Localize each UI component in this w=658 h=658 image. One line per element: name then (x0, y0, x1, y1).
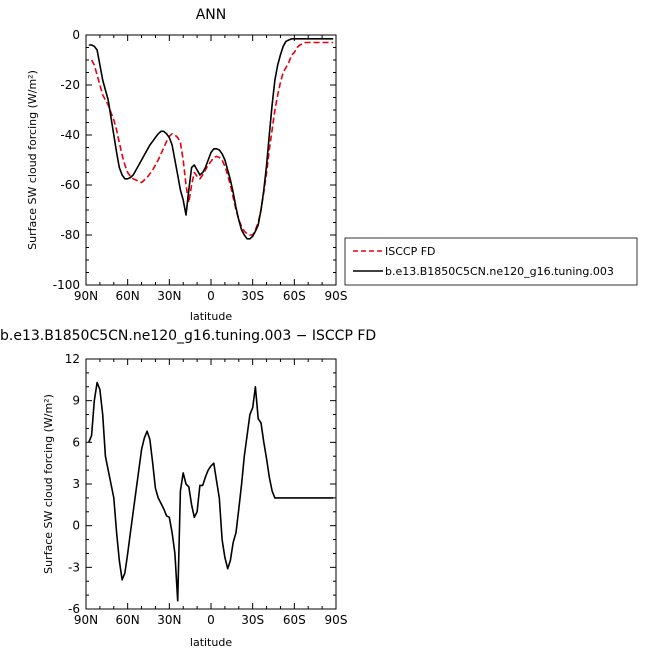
series-line-0-1 (88, 38, 334, 240)
bottom-panel-title: b.e13.B1850C5CN.ne120_g16.tuning.003 − I… (0, 328, 376, 344)
top-ylabel: Surface SW cloud forcing (W/m²) (26, 70, 39, 250)
y-tick-label: -20 (60, 78, 80, 92)
x-tick-label: 0 (207, 613, 215, 627)
bottom-ylabel: Surface SW cloud forcing (W/m²) (42, 394, 55, 574)
x-tick-label: 90N (74, 613, 98, 627)
x-tick-label: 30N (157, 613, 181, 627)
x-tick-label: 60N (116, 613, 140, 627)
y-tick-label: 0 (72, 519, 80, 533)
y-tick-label: -80 (60, 228, 80, 242)
bottom-xlabel: latitude (190, 636, 232, 649)
top-panel: ANN 90N 60N 30N 0 30S 60S 90S 0 -20 -40 -60 -80 -100… (26, 7, 347, 323)
legend-label-isccp: ISCCP FD (385, 245, 436, 258)
x-tick-label: 30N (157, 289, 181, 303)
x-tick-label: 90N (74, 289, 98, 303)
x-tick-label: 90S (325, 613, 348, 627)
legend-box (344, 237, 638, 286)
legend: ISCCP FD b.e13.B1850C5CN.ne120_g16.tunin… (344, 237, 638, 286)
x-tick-label: 0 (207, 289, 215, 303)
x-tick-label: 60N (116, 289, 140, 303)
y-tick-label: -3 (68, 560, 80, 574)
x-tick-label: 90S (325, 289, 348, 303)
x-tick-label: 60S (283, 289, 306, 303)
y-tick-label: -6 (68, 602, 80, 616)
y-tick-label: -40 (60, 128, 80, 142)
y-tick-label: 0 (72, 28, 80, 42)
bottom-series-lines (88, 381, 334, 602)
y-tick-label: 3 (72, 477, 80, 491)
y-tick-label: -100 (53, 278, 80, 292)
y-tick-label: 6 (72, 435, 80, 449)
top-xlabel: latitude (190, 310, 232, 323)
bottom-panel: b.e13.B1850C5CN.ne120_g16.tuning.003 − I… (0, 328, 376, 649)
bottom-axis-ticks: 90N 60N 30N 0 30S 60S 90S 12 9 6 3 0 -3 -6 (65, 352, 348, 627)
top-series-lines (88, 38, 334, 240)
top-panel-title: ANN (196, 7, 227, 23)
top-axis-ticks: 90N 60N 30N 0 30S 60S 90S 0 -20 -40 -60 -80 -100 (53, 28, 348, 303)
legend-label-model: b.e13.B1850C5CN.ne120_g16.tuning.003 (385, 265, 614, 278)
x-tick-label: 60S (283, 613, 306, 627)
y-tick-label: 9 (72, 394, 80, 408)
y-tick-label: -60 (60, 178, 80, 192)
series-line-1-0 (88, 381, 334, 602)
series-line-0-0 (90, 41, 334, 236)
y-tick-label: 12 (65, 352, 80, 366)
x-tick-label: 30S (241, 613, 264, 627)
bottom-plot-frame (85, 358, 337, 610)
x-tick-label: 30S (241, 289, 264, 303)
